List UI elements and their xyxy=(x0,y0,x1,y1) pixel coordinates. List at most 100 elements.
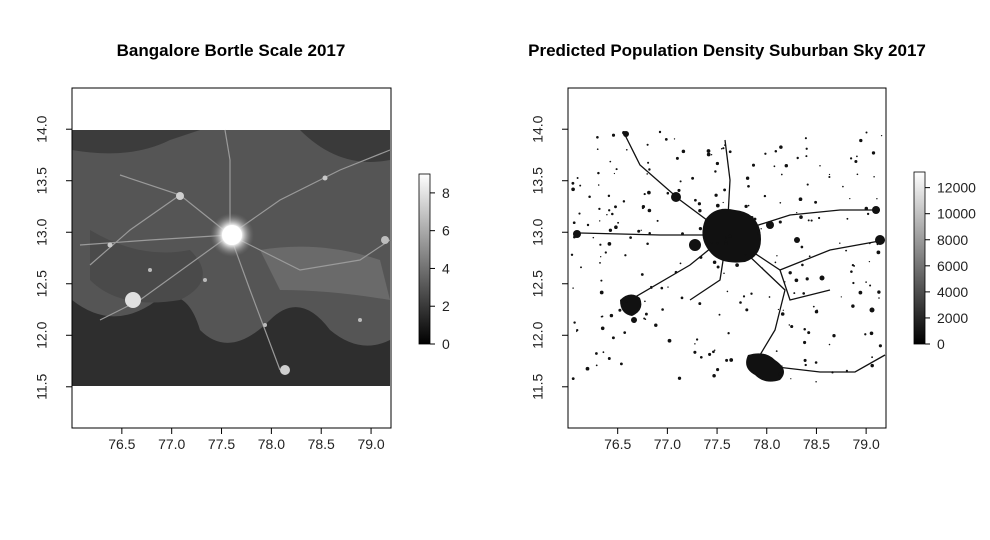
settlement-speck xyxy=(679,262,682,265)
colorbar-tick-label: 10000 xyxy=(937,206,976,222)
y-tick-label: 14.0 xyxy=(530,115,546,142)
settlement-speck xyxy=(592,236,595,239)
settlement-speck xyxy=(850,270,853,273)
settlement-speck xyxy=(706,152,711,157)
settlement-speck xyxy=(805,277,809,281)
settlement-speck xyxy=(814,200,818,204)
colorbar-tick-label: 6000 xyxy=(937,258,968,274)
settlement-speck xyxy=(713,349,716,351)
settlement-speck xyxy=(768,296,771,298)
settlement-speck xyxy=(779,145,783,149)
settlement-speck xyxy=(849,197,851,200)
settlement-speck xyxy=(801,263,804,267)
x-tick-label: 77.5 xyxy=(208,436,235,452)
settlement-speck xyxy=(878,344,882,348)
settlement-speck xyxy=(856,155,858,158)
colorbar-tick-label: 6 xyxy=(442,223,450,239)
settlement-speck xyxy=(806,183,809,186)
settlement-speck xyxy=(793,292,796,295)
settlement-speck xyxy=(745,176,750,180)
settlement-speck xyxy=(864,333,867,336)
y-tick-label: 11.5 xyxy=(530,373,546,399)
x-tick-label: 78.5 xyxy=(308,436,335,452)
settlement-speck xyxy=(804,137,807,140)
settlement-speck xyxy=(708,352,712,356)
settlement-speck xyxy=(780,173,783,176)
settlement-speck xyxy=(750,215,754,220)
settlement-speck xyxy=(869,284,872,287)
settlement-speck xyxy=(870,363,874,368)
settlement-speck xyxy=(694,198,697,202)
settlement-speck xyxy=(728,150,732,154)
settlement-speck xyxy=(745,308,749,312)
settlement-speck xyxy=(800,245,804,249)
settlement-speck xyxy=(818,216,821,220)
settlement-speck xyxy=(619,362,623,366)
settlement-speck xyxy=(611,133,616,137)
settlement-speck xyxy=(640,229,642,231)
settlement-speck xyxy=(724,242,728,246)
settlement-speck xyxy=(599,243,602,246)
settlement-speck xyxy=(658,130,662,134)
settlement-speck xyxy=(828,343,831,346)
settlement-speck xyxy=(878,297,880,299)
settlement-speck xyxy=(576,328,579,332)
settlement-speck xyxy=(600,279,603,282)
settlement-speck xyxy=(828,173,831,176)
left-plot-frame xyxy=(71,87,392,429)
settlement-speck xyxy=(608,228,613,232)
settlement-speck xyxy=(716,265,720,269)
settlement-speck xyxy=(571,187,575,192)
settlement-speck xyxy=(840,296,842,298)
settlement-speck xyxy=(611,336,615,340)
left-raster xyxy=(72,129,391,386)
right-plot-frame xyxy=(567,87,887,429)
settlement-speck xyxy=(748,361,750,363)
settlement-speck xyxy=(780,312,785,316)
colorbar-tick-label: 0 xyxy=(937,336,945,352)
y-tick-label: 13.5 xyxy=(530,167,546,194)
settlement-speck xyxy=(876,243,879,246)
settlement-speck xyxy=(812,305,815,308)
settlement-speck xyxy=(763,194,767,198)
x-tick-label: 78.0 xyxy=(258,436,285,452)
settlement-speck xyxy=(859,138,863,143)
settlement-speck xyxy=(725,358,729,362)
settlement-speck xyxy=(712,260,717,264)
settlement-speck xyxy=(723,272,725,275)
settlement-speck xyxy=(622,131,626,135)
settlement-speck xyxy=(715,203,720,208)
colorbar-tick-label: 4000 xyxy=(937,284,968,300)
settlement-speck xyxy=(776,255,778,257)
settlement-speck xyxy=(699,255,703,259)
settlement-speck xyxy=(698,209,702,213)
settlement-speck xyxy=(799,215,803,219)
settlement-speck xyxy=(646,173,648,175)
settlement-speck xyxy=(790,378,792,380)
settlement-speck xyxy=(753,217,757,221)
settlement-speck xyxy=(579,184,582,187)
settlement-speck xyxy=(656,219,659,222)
settlement-speck xyxy=(673,138,676,140)
settlement-speck xyxy=(677,188,681,192)
settlement-speck xyxy=(697,202,702,206)
settlement-speck xyxy=(784,163,789,168)
settlement-speck xyxy=(856,173,859,176)
settlement-speck xyxy=(714,193,718,197)
colorbar-tick-label: 12000 xyxy=(937,180,976,196)
settlement-speck xyxy=(864,206,869,211)
settlement-speck xyxy=(571,377,575,381)
settlement-speck xyxy=(877,290,881,294)
settlement-speck xyxy=(707,225,710,229)
settlement-speck xyxy=(777,308,780,311)
settlement-speck xyxy=(695,338,699,341)
settlement-speck xyxy=(629,236,632,239)
settlement-speck xyxy=(803,327,806,331)
settlement-speck xyxy=(573,235,576,239)
x-tick-label: 79.0 xyxy=(853,436,880,452)
settlement-speck xyxy=(808,255,811,258)
settlement-speck xyxy=(744,204,748,209)
settlement-speck xyxy=(674,270,678,274)
settlement-speck xyxy=(572,221,576,225)
settlement-speck xyxy=(648,168,651,171)
